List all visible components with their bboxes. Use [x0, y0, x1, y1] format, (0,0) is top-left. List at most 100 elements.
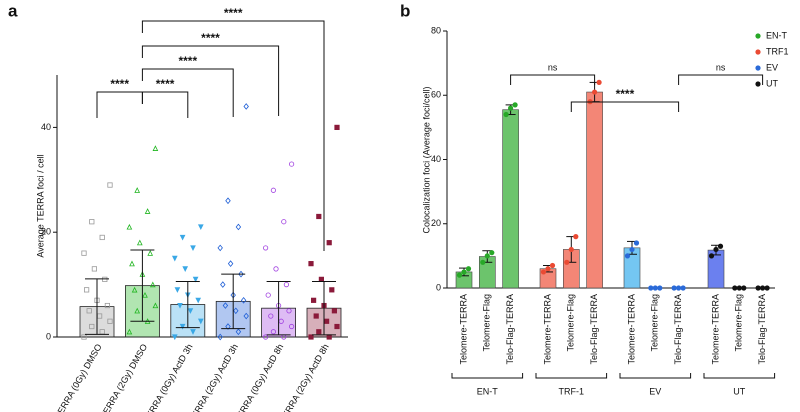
data-point — [182, 266, 189, 272]
significance-bracket — [510, 74, 596, 85]
data-point — [760, 285, 766, 291]
data-point — [179, 234, 186, 241]
data-point — [107, 318, 113, 324]
data-point — [736, 285, 742, 291]
x-tick-label: TERRA (2Gy) ActD 3h — [187, 342, 240, 412]
data-point — [283, 281, 289, 288]
group-bracket — [451, 373, 524, 379]
significance-bracket — [678, 74, 764, 85]
data-point — [179, 323, 186, 330]
significance-label: **** — [156, 77, 175, 91]
x-tick-label: Telomere-Flag — [482, 294, 492, 352]
data-point — [142, 291, 148, 298]
data-point — [129, 260, 135, 267]
data-point — [676, 285, 682, 291]
x-tick-label: Telomere-Flag — [650, 294, 660, 352]
legend-label: TRF1 — [766, 46, 789, 56]
data-point — [107, 182, 113, 188]
data-point — [286, 308, 292, 314]
y-tick-label: 80 — [431, 25, 441, 35]
y-tick-label: 0 — [46, 331, 51, 341]
y-tick-label: 20 — [41, 227, 51, 237]
x-tick-label: Telomere-TERRA — [626, 294, 636, 365]
data-point — [540, 269, 547, 275]
significance-bracket — [141, 20, 325, 251]
data-point — [573, 234, 579, 240]
group-bracket — [619, 373, 692, 379]
x-tick-label: Telomere-TERRA — [458, 294, 468, 365]
x-tick-label: Telo-Flag-TERRA — [673, 294, 683, 365]
data-point — [316, 329, 322, 335]
data-point — [648, 285, 654, 291]
data-point — [147, 250, 154, 256]
data-point — [318, 276, 325, 282]
group-label: TRF-1 — [559, 386, 585, 396]
y-axis-label: Average TERRA foci / cell — [35, 154, 45, 257]
legend-label: EN-T — [766, 30, 787, 40]
data-point — [81, 334, 87, 340]
significance-label: **** — [201, 31, 220, 45]
y-tick-label: 40 — [431, 154, 441, 164]
data-point — [313, 313, 319, 319]
data-point — [131, 286, 138, 293]
data-point — [187, 308, 194, 314]
data-point — [624, 253, 631, 259]
data-point — [240, 296, 247, 304]
legend-marker — [755, 65, 761, 71]
data-point — [273, 266, 279, 272]
data-point — [220, 281, 226, 288]
y-tick-label: 40 — [41, 122, 51, 132]
data-point — [265, 292, 271, 298]
data-point — [235, 328, 242, 336]
significance-bracket — [96, 91, 143, 118]
data-point — [545, 266, 551, 272]
data-point — [102, 276, 108, 282]
group-label: UT — [733, 386, 745, 396]
data-point — [195, 297, 202, 304]
data-point — [657, 285, 663, 291]
legend-label: UT — [766, 78, 778, 88]
x-tick-label: TERRA (2Gy) DMSO — [98, 342, 149, 412]
data-point — [717, 243, 724, 249]
data-point — [104, 302, 110, 309]
data-point — [174, 287, 181, 293]
data-point — [456, 272, 463, 278]
data-point — [235, 223, 242, 231]
x-tick-label: Telomere-TERRA — [542, 294, 552, 365]
data-point — [508, 105, 514, 111]
data-point — [596, 79, 602, 85]
data-point — [308, 334, 314, 340]
x-tick-label: TERRA (0Gy) ActD 8h — [232, 342, 285, 412]
data-point — [741, 285, 747, 291]
data-point — [171, 334, 178, 341]
data-point — [190, 329, 196, 335]
legend-label: EV — [766, 62, 778, 72]
data-point — [243, 312, 249, 320]
data-point — [136, 239, 143, 246]
y-axis-label: Colocalization foci (Average foci/cell) — [421, 87, 431, 234]
data-point — [671, 285, 677, 291]
group-label: EN-T — [477, 386, 498, 396]
data-point — [489, 250, 495, 256]
group-bracket — [703, 373, 776, 379]
data-point — [86, 308, 92, 314]
group-label: EV — [649, 386, 661, 396]
data-point — [316, 213, 322, 220]
data-point — [243, 103, 249, 110]
x-tick-label: TERRA (0Gy) ActD 3h — [141, 342, 194, 412]
data-point — [217, 333, 223, 341]
data-point — [329, 287, 335, 293]
significance-bracket — [141, 45, 280, 116]
y-tick-label: 0 — [436, 282, 441, 292]
x-tick-label: TERRA (2Gy) ActD 8h — [278, 342, 331, 412]
data-point — [308, 261, 314, 267]
data-point — [334, 323, 340, 330]
data-point — [134, 307, 141, 314]
data-point — [225, 323, 231, 330]
bar — [502, 109, 519, 289]
data-point — [465, 266, 472, 272]
data-point — [149, 281, 156, 288]
bar — [586, 91, 603, 289]
x-tick-label: Telomere-TERRA — [710, 294, 720, 365]
